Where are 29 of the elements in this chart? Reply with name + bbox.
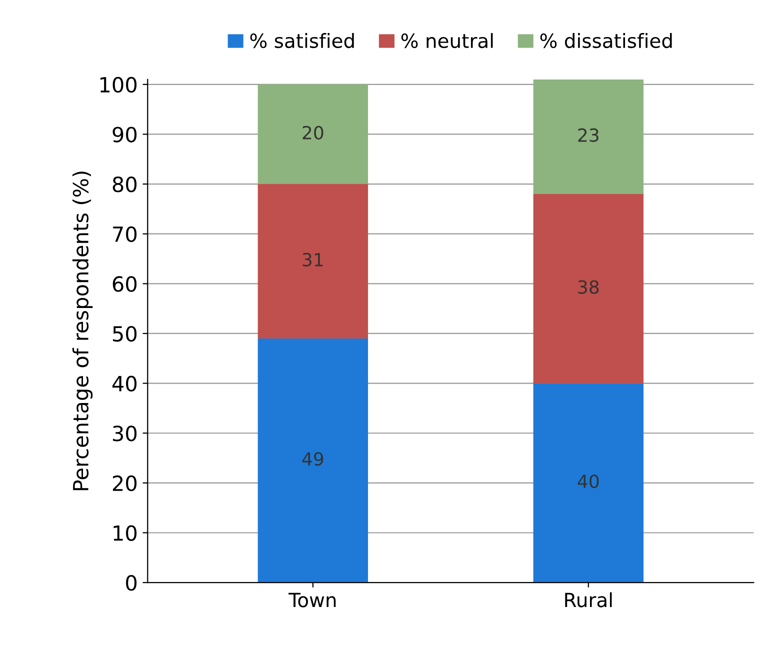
x-tick-label: Town xyxy=(288,592,336,608)
data-label: 49 xyxy=(302,452,324,466)
y-tick-label: 0 xyxy=(126,575,137,591)
y-tick-label: 70 xyxy=(113,226,137,242)
data-label: 23 xyxy=(578,128,598,142)
bar xyxy=(533,79,644,194)
bar xyxy=(533,194,644,384)
bar xyxy=(258,338,368,583)
y-axis-title: Percentage of respondents (%) xyxy=(72,172,93,490)
bar xyxy=(533,383,644,583)
data-label: 20 xyxy=(302,126,324,140)
y-tick-label: 80 xyxy=(112,176,137,192)
data-label: 31 xyxy=(302,252,323,266)
data-label: 38 xyxy=(578,280,599,294)
y-tick-label: 50 xyxy=(113,326,137,342)
y-tick-label: 90 xyxy=(112,126,137,142)
x-tick-label: Rural xyxy=(565,592,612,608)
legend-label: % dissatisfied xyxy=(540,33,672,48)
data-label: 40 xyxy=(578,474,599,488)
legend-label: % satisfied xyxy=(250,33,354,48)
bar xyxy=(258,84,368,184)
y-tick-label: 20 xyxy=(112,475,137,492)
y-tick-label: 30 xyxy=(112,426,137,442)
y-tick-label: 40 xyxy=(112,376,137,392)
y-tick-label: 10 xyxy=(114,525,137,541)
y-tick-label: 60 xyxy=(112,276,137,292)
legend-label: % neutral xyxy=(401,33,493,48)
bar xyxy=(258,184,368,338)
y-tick-label: 100 xyxy=(100,76,137,93)
